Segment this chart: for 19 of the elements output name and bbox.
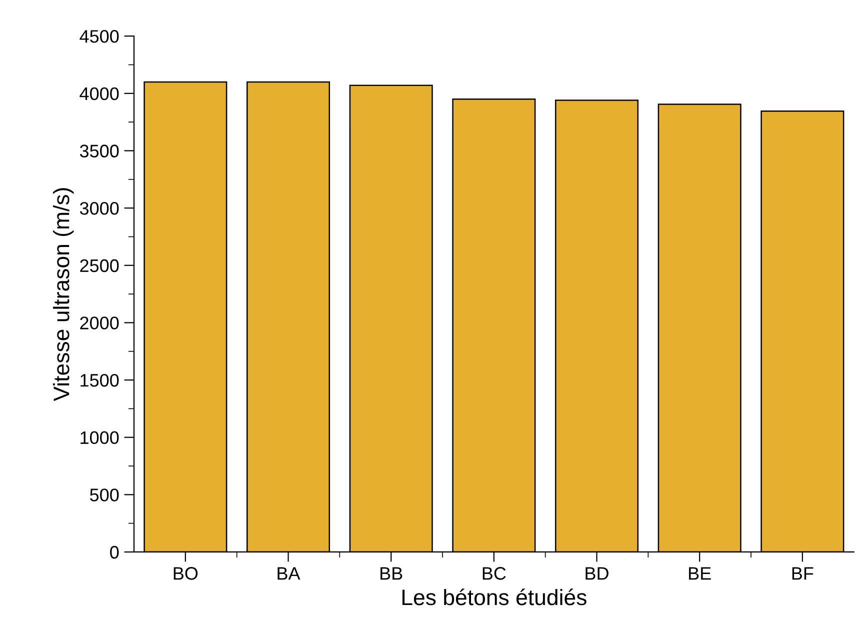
x-tick-label: BA bbox=[278, 567, 300, 580]
x-tick-label: BB bbox=[380, 567, 402, 580]
y-tick-label: 0 bbox=[110, 546, 119, 559]
y-tick-label: 2500 bbox=[80, 259, 119, 272]
y-tick-label: 3500 bbox=[80, 144, 119, 158]
y-tick-label: 1500 bbox=[80, 374, 119, 387]
y-tick-label: 1000 bbox=[80, 431, 119, 444]
y-tick-label: 4000 bbox=[80, 87, 119, 100]
y-axis-title: Vitesse ultrason (m/s) bbox=[52, 188, 74, 402]
x-tick-label: BD bbox=[586, 567, 608, 580]
y-tick-label: 2000 bbox=[80, 316, 119, 330]
x-tick-label: BE bbox=[689, 567, 711, 580]
y-tick-label: 500 bbox=[90, 488, 119, 502]
x-tick-label: BO bbox=[174, 567, 198, 580]
y-tick-label: 4500 bbox=[80, 30, 119, 43]
y-tick-label: 3000 bbox=[80, 202, 119, 215]
x-axis-title: Les bétons étudiés bbox=[402, 588, 586, 606]
x-tick-label: BC bbox=[482, 567, 506, 580]
x-tick-label: BF bbox=[792, 567, 814, 580]
